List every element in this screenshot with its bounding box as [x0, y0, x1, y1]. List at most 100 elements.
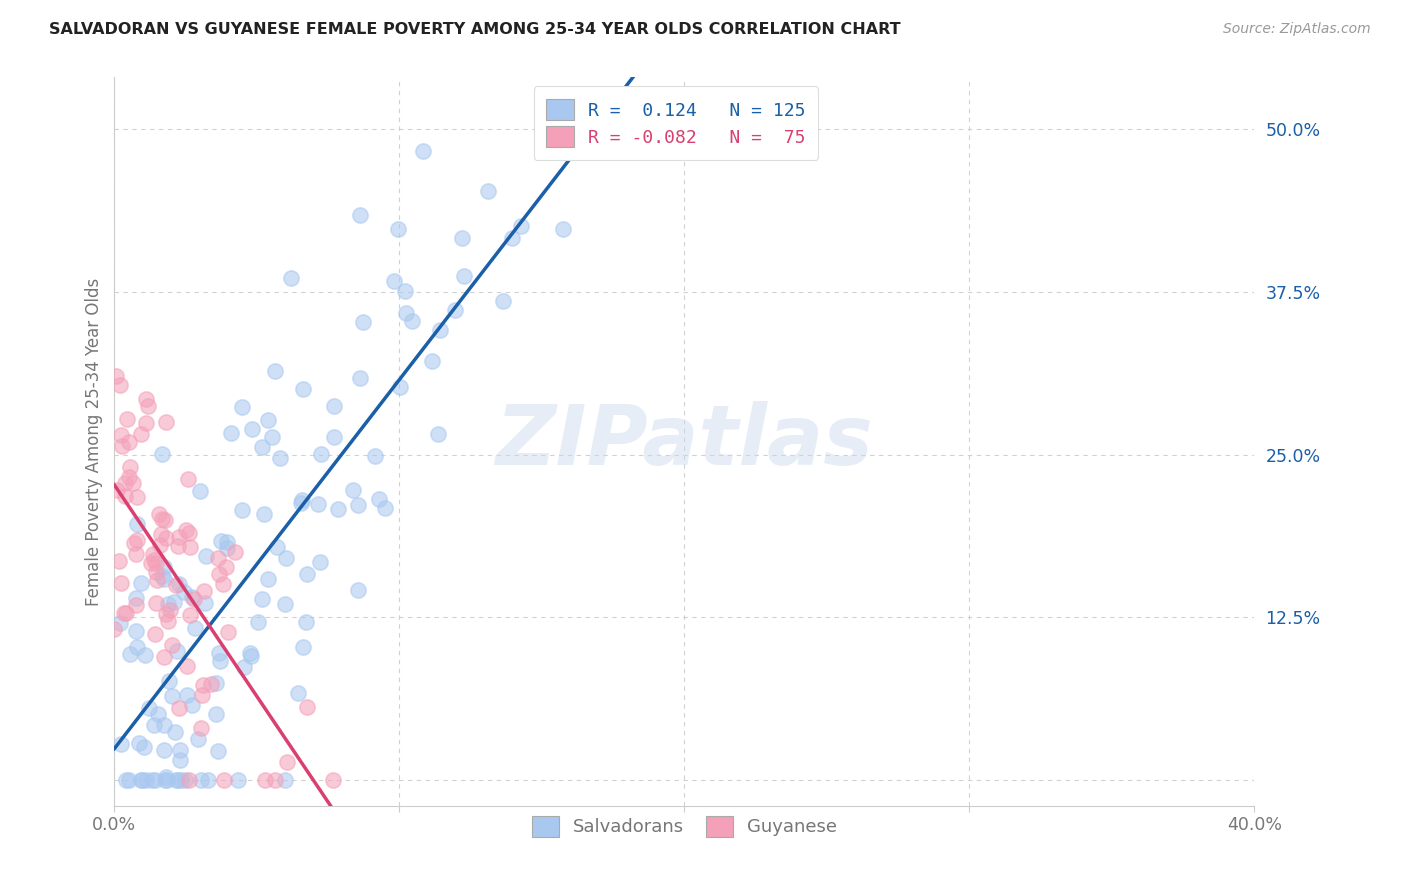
Point: [290, 496, 312, 510]
Point: [155, 770, 177, 784]
Point: [401, 314, 423, 328]
Point: [125, 547, 148, 561]
Point: [394, 284, 416, 298]
Point: [250, 440, 273, 454]
Point: [215, 559, 238, 574]
Point: [132, 739, 155, 754]
Point: [167, 577, 190, 591]
Point: [103, 622, 125, 636]
Point: [146, 707, 169, 722]
Point: [146, 573, 169, 587]
Point: [231, 400, 253, 414]
Point: [179, 540, 201, 554]
Point: [309, 447, 332, 461]
Point: [110, 615, 132, 630]
Point: [153, 560, 176, 574]
Point: [208, 567, 231, 582]
Point: [155, 531, 177, 545]
Point: [256, 572, 278, 586]
Point: [205, 707, 228, 722]
Point: [510, 219, 533, 233]
Point: [129, 576, 152, 591]
Y-axis label: Female Poverty Among 25-34 Year Olds: Female Poverty Among 25-34 Year Olds: [86, 277, 103, 606]
Point: [274, 772, 297, 787]
Point: [155, 607, 177, 622]
Point: [153, 513, 176, 527]
Point: [121, 475, 143, 490]
Point: [346, 498, 368, 512]
Point: [156, 597, 179, 611]
Point: [427, 426, 450, 441]
Text: Source: ZipAtlas.com: Source: ZipAtlas.com: [1223, 22, 1371, 37]
Point: [114, 489, 136, 503]
Point: [420, 353, 443, 368]
Point: [108, 554, 131, 568]
Point: [114, 606, 136, 620]
Point: [135, 392, 157, 406]
Point: [194, 549, 217, 563]
Point: [395, 306, 418, 320]
Point: [166, 772, 188, 787]
Point: [212, 772, 235, 787]
Point: [266, 541, 288, 555]
Point: [114, 606, 136, 620]
Point: [205, 676, 228, 690]
Point: [295, 615, 318, 629]
Point: [105, 483, 128, 497]
Point: [276, 755, 298, 769]
Point: [215, 535, 238, 549]
Point: [197, 772, 219, 787]
Point: [165, 725, 187, 739]
Point: [152, 650, 174, 665]
Point: [269, 451, 291, 466]
Point: [387, 222, 409, 236]
Point: [150, 569, 173, 583]
Point: [150, 512, 173, 526]
Point: [166, 772, 188, 787]
Point: [193, 678, 215, 692]
Point: [326, 501, 349, 516]
Point: [152, 743, 174, 757]
Point: [232, 660, 254, 674]
Point: [179, 525, 201, 540]
Point: [444, 303, 467, 318]
Point: [143, 627, 166, 641]
Point: [141, 772, 163, 787]
Text: SALVADORAN VS GUYANESE FEMALE POVERTY AMONG 25-34 YEAR OLDS CORRELATION CHART: SALVADORAN VS GUYANESE FEMALE POVERTY AM…: [49, 22, 901, 37]
Point: [207, 646, 229, 660]
Point: [129, 772, 152, 787]
Point: [347, 582, 370, 597]
Point: [217, 625, 239, 640]
Point: [368, 491, 391, 506]
Point: [110, 378, 132, 392]
Point: [256, 413, 278, 427]
Point: [110, 428, 132, 442]
Point: [200, 677, 222, 691]
Point: [141, 547, 163, 561]
Point: [250, 592, 273, 607]
Point: [176, 688, 198, 702]
Point: [412, 145, 434, 159]
Point: [118, 647, 141, 661]
Point: [190, 772, 212, 787]
Point: [160, 689, 183, 703]
Point: [295, 566, 318, 581]
Point: [131, 772, 153, 787]
Point: [215, 541, 238, 556]
Point: [322, 772, 344, 787]
Point: [150, 447, 173, 461]
Point: [128, 736, 150, 750]
Point: [153, 572, 176, 586]
Point: [125, 591, 148, 606]
Point: [127, 640, 149, 654]
Point: [323, 399, 346, 413]
Point: [477, 184, 499, 198]
Point: [246, 615, 269, 629]
Point: [231, 503, 253, 517]
Point: [143, 717, 166, 731]
Point: [242, 422, 264, 436]
Point: [166, 644, 188, 658]
Point: [156, 772, 179, 787]
Point: [124, 536, 146, 550]
Point: [262, 430, 284, 444]
